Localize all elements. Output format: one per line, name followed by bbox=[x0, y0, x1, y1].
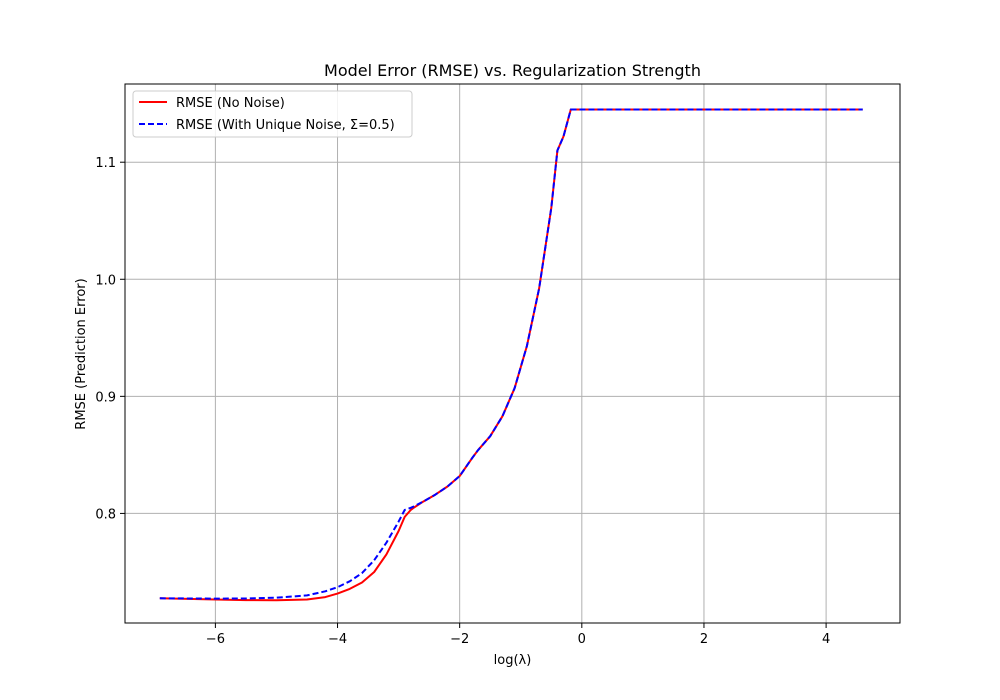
chart-title: Model Error (RMSE) vs. Regularization St… bbox=[324, 61, 701, 80]
x-tick-label: −2 bbox=[450, 632, 469, 647]
plot-series bbox=[159, 108, 863, 602]
legend-box bbox=[132, 90, 413, 138]
plot-area-frame bbox=[124, 83, 901, 624]
y-tick-label: 0.8 bbox=[95, 507, 116, 522]
y-axis-label: RMSE (Prediction Error) bbox=[74, 278, 89, 429]
legend: RMSE (No Noise) RMSE (With Unique Noise,… bbox=[132, 90, 413, 138]
x-tick-label: 4 bbox=[822, 632, 830, 647]
x-tick-label: 2 bbox=[700, 632, 708, 647]
x-axis-ticks: −6 −4 −2 0 2 4 bbox=[206, 623, 830, 647]
grid-lines bbox=[125, 84, 900, 623]
legend-label-no-noise: RMSE (No Noise) bbox=[176, 96, 285, 111]
x-tick-label: 0 bbox=[578, 632, 586, 647]
y-tick-label: 1.1 bbox=[95, 156, 116, 171]
y-axis-ticks: 0.8 0.9 1.0 1.1 bbox=[95, 156, 125, 522]
x-tick-label: −4 bbox=[328, 632, 347, 647]
series-line-with-noise bbox=[159, 108, 863, 600]
y-tick-label: 1.0 bbox=[95, 273, 116, 288]
x-axis-label: log(λ) bbox=[494, 653, 532, 668]
legend-label-with-noise: RMSE (With Unique Noise, Σ=0.5) bbox=[176, 118, 395, 133]
y-tick-label: 0.9 bbox=[95, 390, 116, 405]
x-tick-label: −6 bbox=[206, 632, 225, 647]
